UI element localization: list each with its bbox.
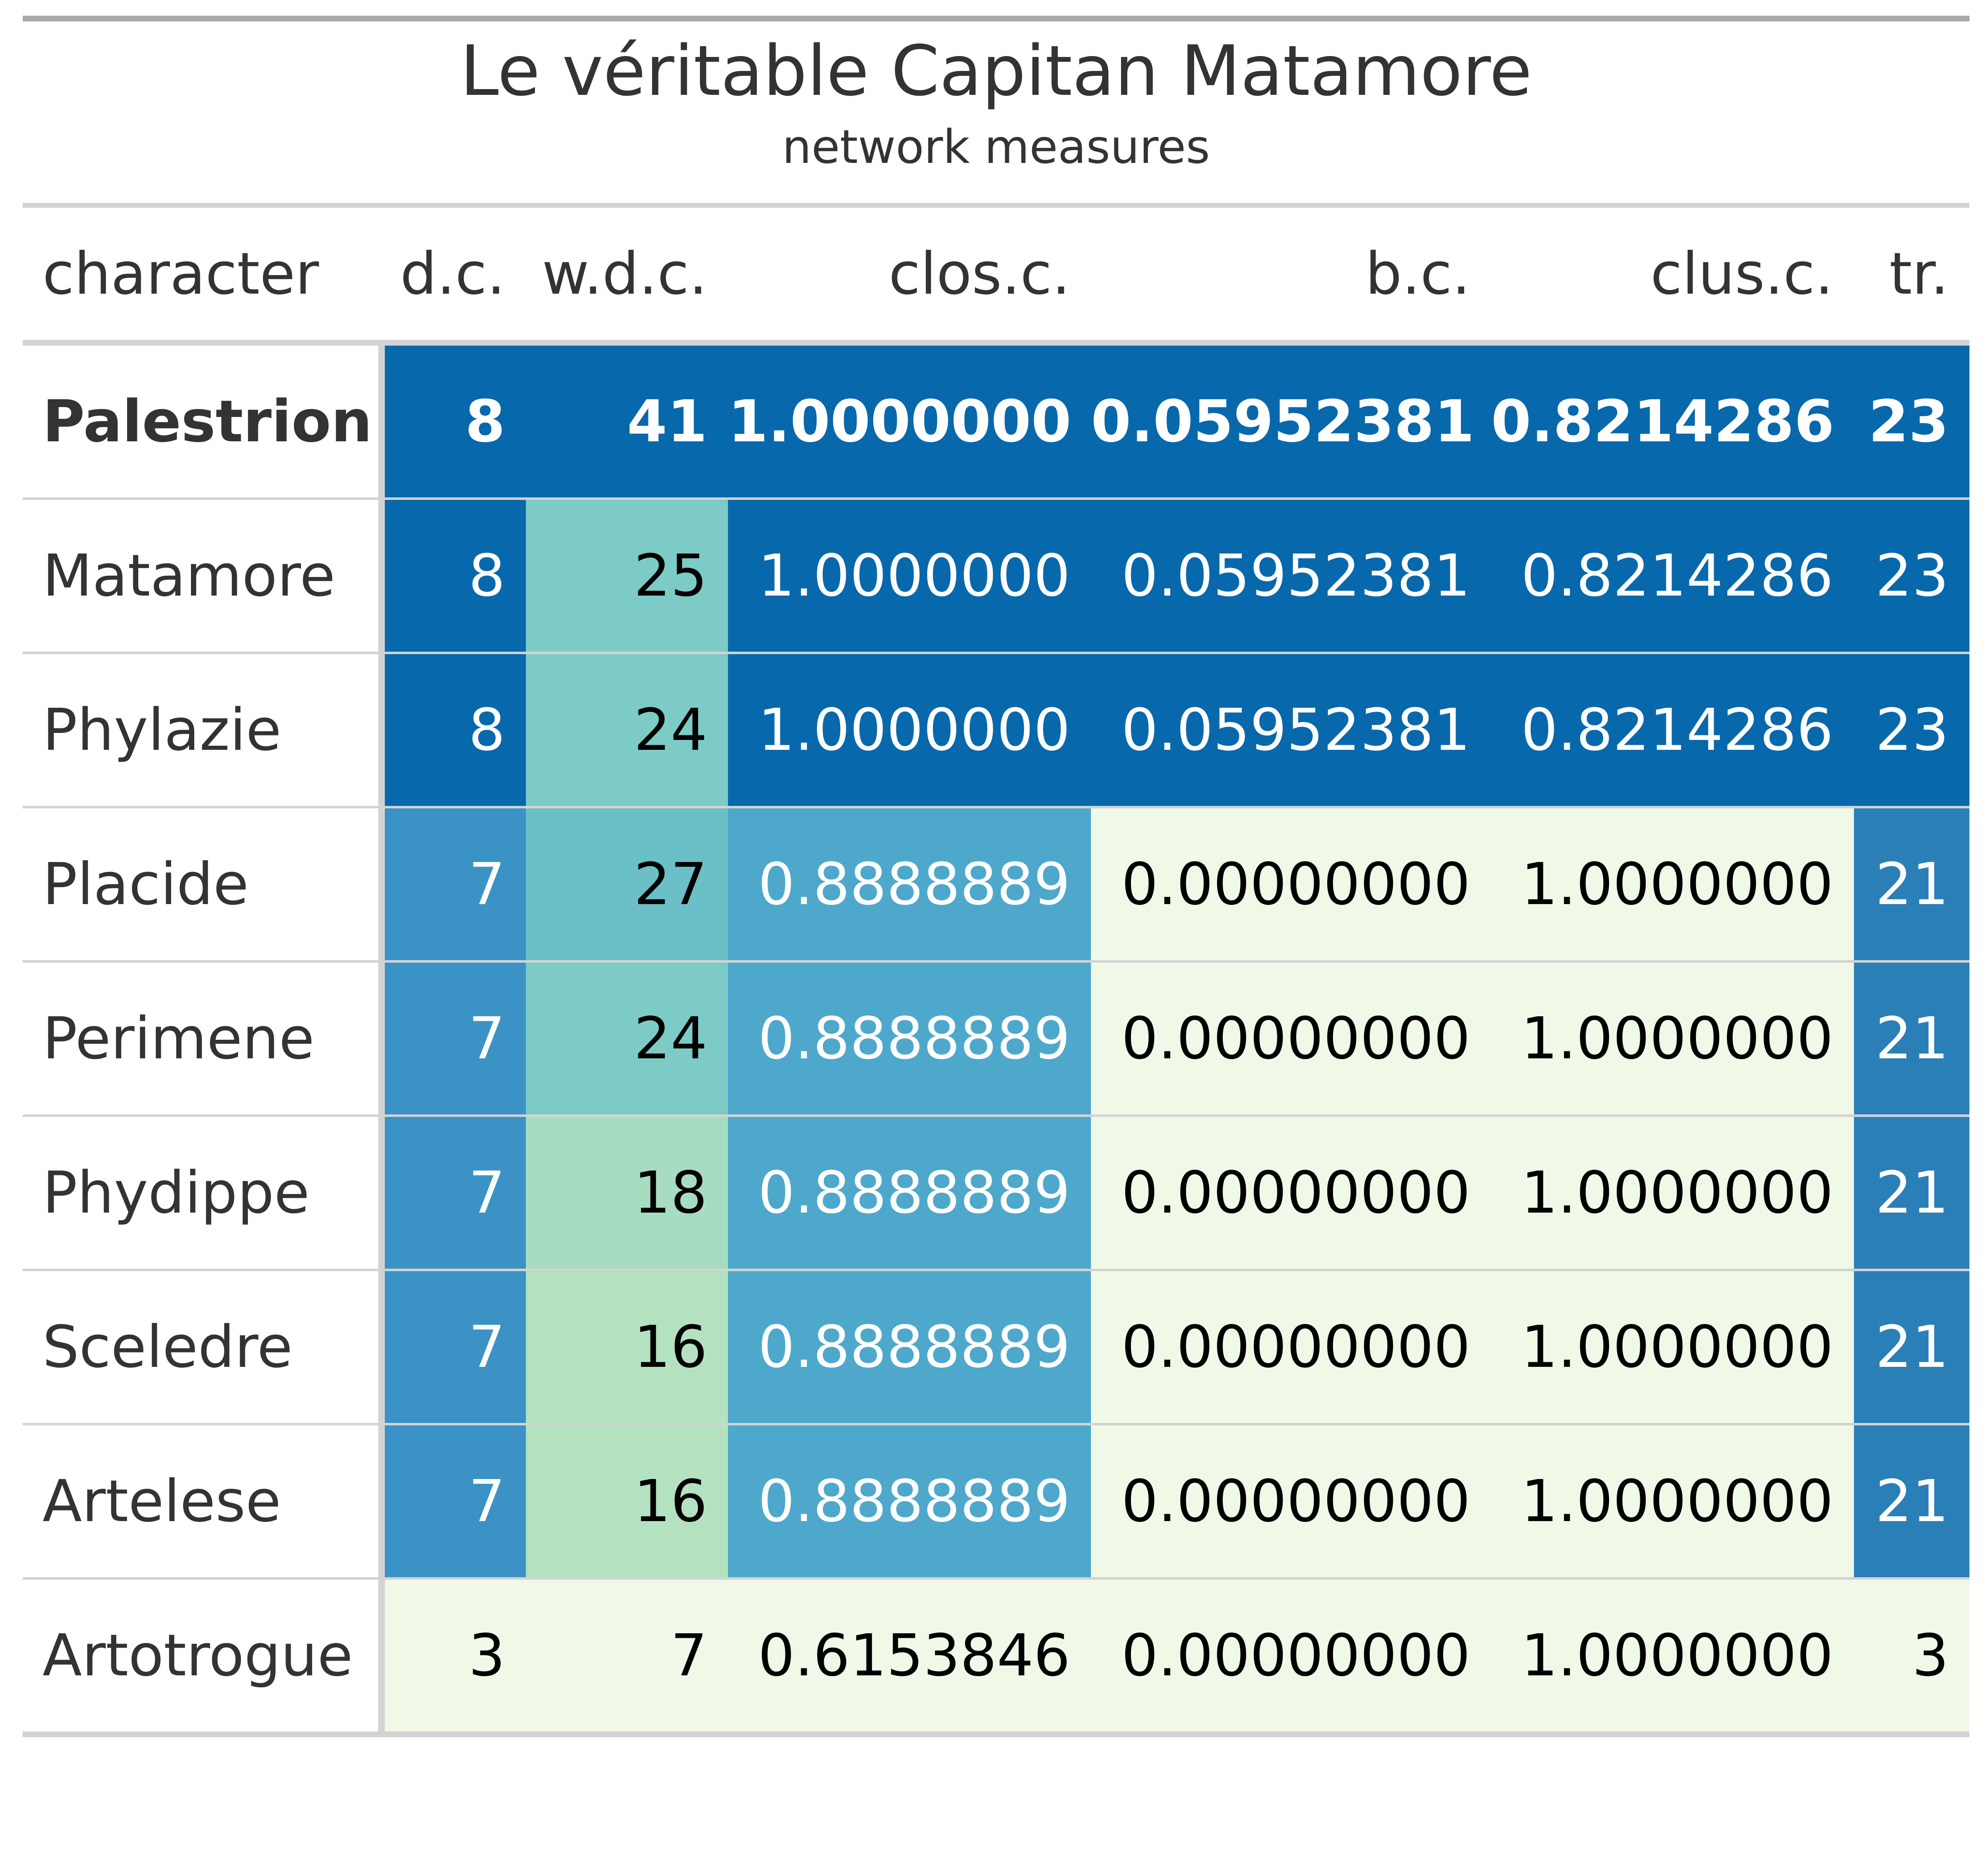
dc-cell: 8 [382,653,526,808]
table-row: Artotrogue 3 7 0.6153846 0.00000000 1.0000000… [23,1578,1969,1737]
tr-cell: 21 [1854,1116,1969,1271]
column-header-bc: b.c. [1091,208,1491,346]
table-frame: Le véritable Capitan Matamore network me… [23,16,1969,1737]
dc-cell: 7 [382,807,526,963]
bc-cell: 0.05952381 [1091,653,1491,808]
bc-cell: 0.05952381 [1091,343,1491,500]
character-cell: Phydippe [23,1116,385,1271]
header-rule [23,203,1969,208]
character-cell: Artelese [23,1424,385,1580]
wdc-cell: 16 [526,1270,728,1425]
bc-cell: 0.00000000 [1091,1270,1491,1425]
character-cell: Placide [23,807,385,963]
table-title: Le véritable Capitan Matamore [460,31,1532,111]
dc-cell: 7 [382,1424,526,1580]
closc-cell: 1.0000000 [728,343,1091,500]
dc-cell: 8 [382,499,526,654]
dc-cell: 7 [382,1116,526,1271]
character-cell: Palestrion [23,343,385,500]
clusc-cell: 1.0000000 [1491,1424,1854,1580]
table-subtitle: network measures [782,120,1210,174]
tr-cell: 21 [1854,961,1969,1117]
network-measures-table: character d.c. w.d.c. clos.c. b.c. clus.… [23,208,1969,1737]
clusc-cell: 1.0000000 [1491,1116,1854,1271]
dc-cell: 8 [382,343,526,500]
wdc-cell: 24 [526,961,728,1117]
closc-cell: 1.0000000 [728,499,1091,654]
closc-cell: 0.6153846 [728,1578,1091,1737]
bc-cell: 0.00000000 [1091,1116,1491,1271]
clusc-cell: 0.8214286 [1491,343,1854,500]
clusc-cell: 1.0000000 [1491,1578,1854,1737]
tr-cell: 21 [1854,807,1969,963]
wdc-cell: 25 [526,499,728,654]
tr-cell: 3 [1854,1578,1969,1737]
bc-cell: 0.00000000 [1091,961,1491,1117]
column-header-dc: d.c. [382,208,526,346]
closc-cell: 0.8888889 [728,1270,1091,1425]
character-cell: Phylazie [23,653,385,808]
column-header-closc: clos.c. [728,208,1091,346]
tr-cell: 23 [1854,499,1969,654]
tr-cell: 21 [1854,1424,1969,1580]
wdc-cell: 27 [526,807,728,963]
tr-cell: 23 [1854,343,1969,500]
table-row: Perimene 7 24 0.8888889 0.00000000 1.0000000 2… [23,961,1969,1117]
table-row: Placide 7 27 0.8888889 0.00000000 1.0000000 21 [23,807,1969,963]
column-header-clusc: clus.c. [1491,208,1854,346]
closc-cell: 1.0000000 [728,653,1091,808]
table-row: Phydippe 7 18 0.8888889 0.00000000 1.0000000 2… [23,1116,1969,1271]
bc-cell: 0.05952381 [1091,499,1491,654]
closc-cell: 0.8888889 [728,807,1091,963]
clusc-cell: 1.0000000 [1491,1270,1854,1425]
dc-cell: 7 [382,1270,526,1425]
bc-cell: 0.00000000 [1091,1578,1491,1737]
wdc-cell: 16 [526,1424,728,1580]
table-body: Palestrion 8 41 1.0000000 0.05952381 0.821428… [23,343,1969,1737]
dc-cell: 3 [382,1578,526,1737]
table-row: Palestrion 8 41 1.0000000 0.05952381 0.821428… [23,343,1969,500]
wdc-cell: 41 [526,343,728,500]
tr-cell: 23 [1854,653,1969,808]
wdc-cell: 24 [526,653,728,808]
clusc-cell: 0.8214286 [1491,653,1854,808]
tr-cell: 21 [1854,1270,1969,1425]
character-cell: Matamore [23,499,385,654]
table-row: Matamore 8 25 1.0000000 0.05952381 0.8214286 2… [23,499,1969,654]
dc-cell: 7 [382,961,526,1117]
bc-cell: 0.00000000 [1091,1424,1491,1580]
table-row: Artelese 7 16 0.8888889 0.00000000 1.0000000 2… [23,1424,1969,1580]
closc-cell: 0.8888889 [728,1116,1091,1271]
character-cell: Artotrogue [23,1578,385,1737]
bc-cell: 0.00000000 [1091,807,1491,963]
wdc-cell: 18 [526,1116,728,1271]
clusc-cell: 1.0000000 [1491,961,1854,1117]
clusc-cell: 1.0000000 [1491,807,1854,963]
table-row: Sceledre 7 16 0.8888889 0.00000000 1.0000000 2… [23,1270,1969,1425]
table-row: Phylazie 8 24 1.0000000 0.05952381 0.8214286 2… [23,653,1969,808]
column-header-tr: tr. [1854,208,1969,346]
wdc-cell: 7 [526,1578,728,1737]
closc-cell: 0.8888889 [728,961,1091,1117]
character-cell: Sceledre [23,1270,385,1425]
column-header-character: character [23,208,382,346]
top-rule [23,16,1969,21]
column-header-wdc: w.d.c. [526,208,728,346]
closc-cell: 0.8888889 [728,1424,1091,1580]
column-header-row: character d.c. w.d.c. clos.c. b.c. clus.… [23,208,1969,346]
clusc-cell: 0.8214286 [1491,499,1854,654]
character-cell: Perimene [23,961,385,1117]
